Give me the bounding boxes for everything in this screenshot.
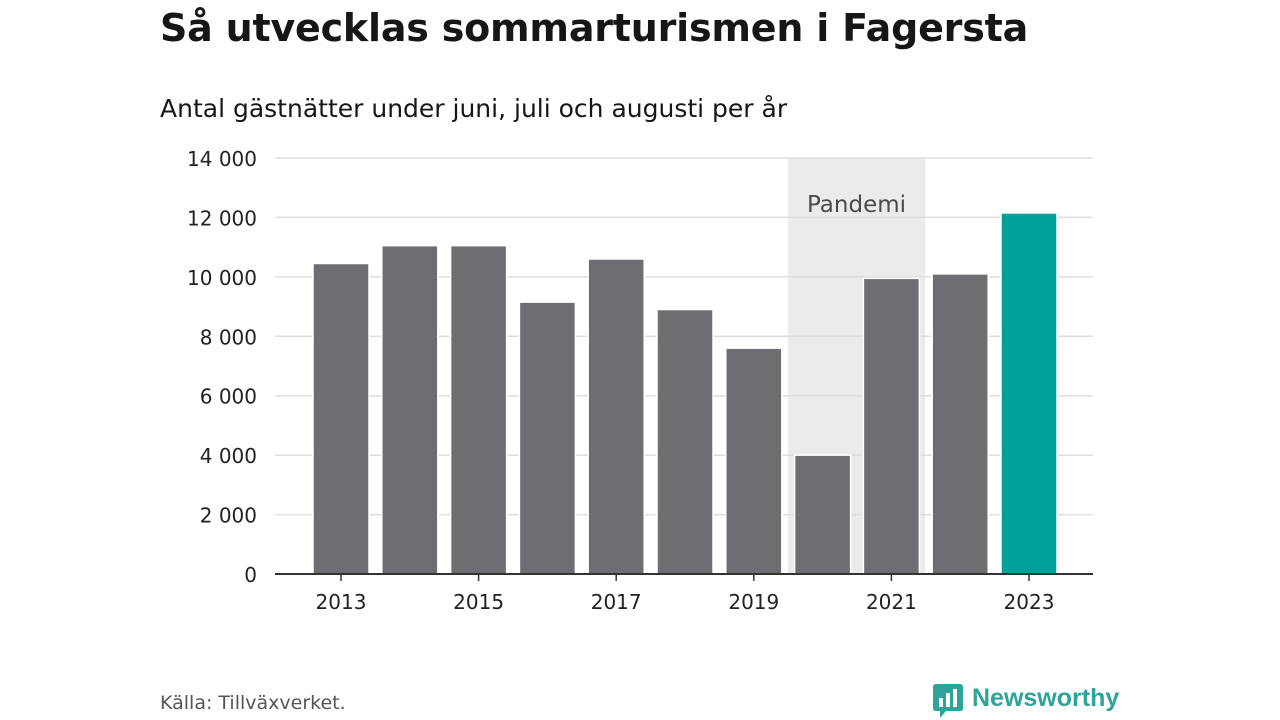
x-tick-label-2015: 2015 — [453, 590, 504, 614]
bar-chart-speech-bubble-icon — [933, 684, 963, 718]
annotation-label-pandemi: Pandemi — [807, 192, 906, 218]
brand-logo: Newsworthy — [932, 682, 1119, 720]
source-note: Källa: Tillväxverket. — [160, 692, 346, 714]
bar-2023 — [1000, 212, 1058, 575]
bar-2017 — [587, 258, 645, 575]
bar-2019 — [725, 347, 783, 575]
y-tick-label-0: 0 — [244, 563, 257, 587]
y-tick-label-10000: 10 000 — [187, 266, 257, 290]
bar-2014 — [381, 244, 439, 575]
y-tick-label-4000: 4 000 — [200, 444, 257, 468]
bar-2015 — [449, 244, 508, 575]
brand-name: Newsworthy — [972, 684, 1120, 712]
bar-2021 — [862, 277, 921, 575]
y-tick-label-12000: 12 000 — [187, 206, 257, 230]
bar-2016 — [518, 301, 577, 575]
x-tick-label-2017: 2017 — [591, 590, 642, 614]
x-tick-label-2023: 2023 — [1004, 590, 1055, 614]
x-tick-label-2021: 2021 — [866, 590, 917, 614]
x-tick-label-2013: 2013 — [316, 590, 367, 614]
y-tick-label-14000: 14 000 — [187, 147, 257, 171]
bar-2020 — [793, 454, 852, 575]
bar-2022 — [931, 273, 989, 575]
bar-2018 — [656, 308, 714, 575]
chart-title: Så utvecklas sommarturismen i Fagersta — [160, 6, 1029, 50]
y-tick-label-2000: 2 000 — [200, 504, 257, 528]
bar-2013 — [312, 262, 370, 575]
y-tick-label-6000: 6 000 — [200, 385, 257, 409]
x-tick-label-2019: 2019 — [728, 590, 779, 614]
chart-subtitle: Antal gästnätter under juni, juli och au… — [160, 94, 788, 123]
bar-chart: Pandemi 0 2 000 4 000 6 000 8 000 10 000 12 000… — [187, 147, 1093, 614]
y-tick-label-8000: 8 000 — [200, 325, 257, 349]
